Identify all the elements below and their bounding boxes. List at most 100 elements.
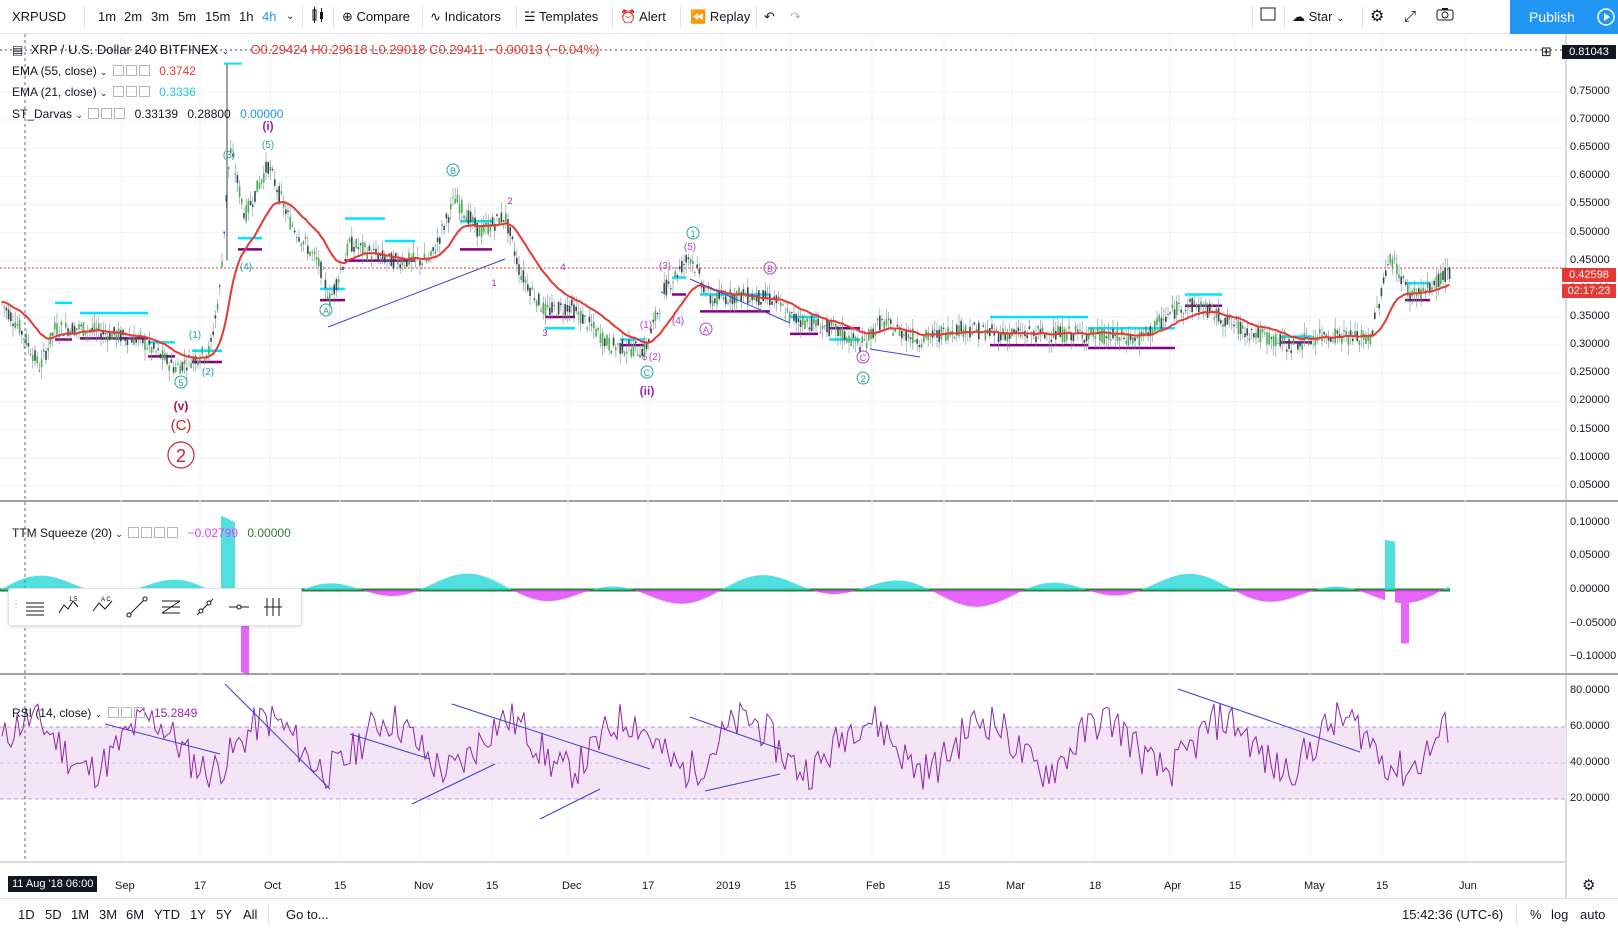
horizontal-line-icon[interactable]	[227, 595, 251, 619]
chevron-down-icon[interactable]: ⌄	[75, 110, 83, 120]
star-dropdown[interactable]: ☁ Star ⌄	[1292, 6, 1344, 28]
eye-icon[interactable]	[128, 527, 140, 538]
range-5d[interactable]: 5D	[45, 907, 62, 922]
chevron-down-icon[interactable]: ⌄	[100, 67, 108, 77]
candle-body	[1213, 317, 1215, 319]
log-toggle[interactable]: log	[1551, 907, 1569, 922]
fib-retracement-icon[interactable]	[159, 595, 183, 619]
chevron-down-icon[interactable]: ⌄	[94, 709, 103, 719]
templates-button[interactable]: ☱ Templates	[524, 6, 598, 28]
chevron-down-icon[interactable]: ⌄	[286, 11, 295, 22]
camera-icon[interactable]	[1436, 6, 1454, 28]
trend-line-icon[interactable]	[125, 595, 149, 619]
alert-button[interactable]: ⏰ Alert	[620, 6, 666, 28]
candle-body	[1105, 336, 1108, 339]
range-ytd[interactable]: YTD	[154, 907, 180, 922]
eye-icon[interactable]	[112, 65, 124, 76]
range-1y[interactable]: 1Y	[190, 907, 206, 922]
candle-body	[201, 347, 203, 355]
collapse-icon[interactable]: ▤	[12, 43, 24, 57]
plus-icon[interactable]: ⊞	[1541, 44, 1552, 59]
candle-body	[1418, 288, 1420, 294]
candle-body	[1145, 326, 1147, 334]
eye-icon[interactable]	[107, 707, 119, 718]
rsi-legend[interactable]: RSI (14, close) ⌄ 15.2849	[12, 704, 197, 722]
candle-body	[709, 295, 712, 304]
vertical-lines-icon[interactable]	[261, 595, 285, 619]
candle-body	[1305, 332, 1308, 334]
gear-icon[interactable]: ⚙	[1370, 8, 1385, 25]
gear-icon[interactable]: ⚙	[1582, 877, 1596, 894]
elliott-impulse-icon[interactable]: 1 5	[57, 595, 81, 619]
close-icon[interactable]	[114, 108, 126, 119]
candle-body	[208, 345, 210, 355]
gear-icon[interactable]	[125, 65, 137, 76]
replay-button[interactable]: ⏪ Replay	[690, 6, 750, 28]
layout-icon[interactable]	[1260, 6, 1276, 28]
candle-body	[425, 259, 428, 263]
close-icon[interactable]	[138, 65, 150, 76]
close-icon[interactable]	[138, 86, 150, 97]
play-icon[interactable]	[1594, 0, 1618, 34]
interval-1h[interactable]: 1h	[239, 9, 254, 24]
settings-icon[interactable]	[154, 527, 166, 538]
range-1d[interactable]: 1D	[18, 907, 35, 922]
candle-body	[1039, 328, 1042, 333]
range-3m[interactable]: 3M	[99, 907, 118, 922]
compare-button[interactable]: ⊕ Compare	[342, 6, 410, 28]
candle-body	[595, 328, 597, 337]
chevron-down-icon[interactable]: ⌄	[115, 529, 123, 539]
chevron-down-icon[interactable]: ⌄	[221, 46, 230, 56]
ttm-tick-label: −0.05000	[1570, 616, 1617, 629]
eye-icon[interactable]	[88, 108, 100, 119]
chevron-down-icon[interactable]: ⌄	[100, 88, 108, 98]
fullscreen-icon[interactable]: ⤢	[1404, 8, 1417, 25]
drag-handle[interactable]: ⋮	[11, 599, 21, 610]
clock-time[interactable]: 15:42:36 (UTC-6)	[1402, 907, 1504, 922]
interval-15m[interactable]: 15m	[205, 9, 231, 24]
ray-icon[interactable]	[193, 595, 217, 619]
indicators-button[interactable]: ∿ Indicators	[430, 6, 501, 28]
auto-toggle[interactable]: auto	[1580, 907, 1606, 922]
undo-icon[interactable]: ↶	[764, 9, 775, 24]
ema55-legend[interactable]: EMA (55, close) ⌄ 0.3742	[12, 62, 196, 80]
interval-4h[interactable]: 4h	[262, 9, 277, 24]
range-5y[interactable]: 5Y	[216, 907, 232, 922]
ttm-legend[interactable]: TTM Squeeze (20) ⌄ −0.02799 0.00000	[12, 524, 291, 542]
gear-icon[interactable]	[101, 108, 113, 119]
candle-body	[344, 259, 346, 262]
candle-body	[1378, 303, 1380, 309]
darvas-legend[interactable]: ST_Darvas ⌄ 0.33139 0.28800 0.00000	[12, 105, 283, 123]
percent-toggle[interactable]: %	[1530, 907, 1542, 922]
fib-icon[interactable]	[23, 595, 47, 619]
range-all[interactable]: All	[243, 907, 258, 922]
close-icon[interactable]	[167, 527, 179, 538]
chart-canvas[interactable]: (i)(5)(3)(4)(1)(2)5(v)(C)2AB2134C(ii)1(5…	[0, 34, 1618, 898]
close-icon[interactable]	[133, 707, 145, 718]
redo-icon[interactable]: ↷	[790, 9, 801, 24]
candle-body	[219, 285, 221, 287]
range-6m[interactable]: 6M	[126, 907, 145, 922]
interval-2m[interactable]: 2m	[124, 9, 143, 24]
main-legend[interactable]: ▤ XRP / U.S. Dollar 240 BITFINEX ⌄ O0.29…	[12, 41, 599, 59]
candles-icon[interactable]	[311, 6, 325, 28]
candle-body	[683, 264, 685, 265]
gear-icon[interactable]	[125, 86, 137, 97]
gear-icon[interactable]	[120, 707, 132, 718]
candle-body	[210, 337, 212, 342]
publish-button[interactable]: Publish	[1510, 0, 1594, 34]
range-1m[interactable]: 1M	[71, 907, 90, 922]
gear-icon[interactable]	[141, 527, 153, 538]
interval-1m[interactable]: 1m	[98, 9, 117, 24]
candle-body	[78, 324, 80, 330]
last-price-tag: 0.42598	[1562, 268, 1616, 282]
candle-body	[973, 322, 976, 325]
goto-button[interactable]: Go to...	[286, 907, 329, 922]
interval-3m[interactable]: 3m	[151, 9, 170, 24]
elliott-correction-icon[interactable]: A C	[91, 595, 115, 619]
interval-5m[interactable]: 5m	[178, 9, 197, 24]
candle-body	[32, 354, 34, 362]
ema21-legend[interactable]: EMA (21, close) ⌄ 0.3336	[12, 83, 196, 101]
symbol-search[interactable]: XRPUSD	[12, 9, 67, 24]
eye-icon[interactable]	[112, 86, 124, 97]
